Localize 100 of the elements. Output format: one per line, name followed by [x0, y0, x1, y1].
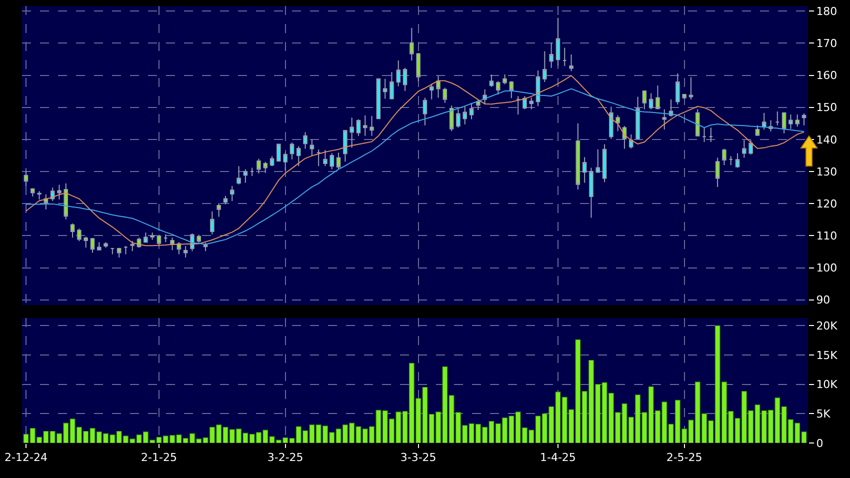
candlestick — [795, 114, 800, 128]
candlestick — [276, 143, 281, 162]
candlestick — [164, 234, 168, 243]
candlestick — [762, 112, 766, 130]
candlestick — [230, 185, 234, 202]
candlestick — [124, 245, 128, 255]
candlestick — [196, 234, 202, 244]
y-tick-label: 150 — [816, 101, 838, 114]
candlestick — [370, 116, 374, 136]
candlestick — [589, 167, 594, 218]
y-tick-label: 110 — [816, 230, 838, 243]
candlestick — [250, 167, 254, 177]
y-tick-label: 180 — [816, 4, 838, 18]
candlestick — [323, 150, 328, 167]
candlestick — [582, 156, 587, 184]
candlestick — [236, 166, 241, 185]
candlestick — [576, 122, 580, 190]
candlestick — [170, 237, 174, 251]
candlestick — [682, 93, 686, 100]
candlestick — [37, 190, 42, 200]
candlestick — [223, 195, 228, 205]
candlestick — [542, 50, 547, 83]
candlestick — [24, 170, 28, 186]
candlestick — [569, 54, 574, 72]
candlestick — [376, 78, 381, 120]
candlestick — [296, 146, 301, 167]
candlestick — [462, 106, 467, 125]
candlestick — [410, 27, 414, 62]
candlestick — [256, 158, 261, 174]
candlestick — [735, 152, 740, 168]
candlestick — [183, 245, 188, 258]
candlestick — [529, 97, 534, 110]
candlestick — [310, 138, 314, 156]
candlestick — [343, 130, 348, 162]
candlestick — [270, 156, 274, 167]
candlestick — [708, 127, 714, 143]
candlestick — [742, 140, 746, 158]
candlestick — [243, 168, 248, 184]
candlestick — [416, 52, 420, 82]
candlestick — [516, 96, 520, 115]
candlestick — [436, 75, 440, 98]
candlestick — [775, 111, 780, 126]
candlestick — [715, 157, 720, 188]
candlestick — [110, 248, 115, 255]
candlestick — [602, 144, 607, 183]
candlestick — [688, 76, 694, 100]
candlestick — [216, 202, 221, 218]
candlestick — [30, 188, 35, 198]
candlestick — [662, 108, 666, 130]
x-tick-label: 2-1-25 — [141, 451, 177, 464]
candlestick — [130, 240, 135, 252]
candlestick — [396, 60, 400, 87]
candlestick — [303, 132, 308, 150]
candlestick — [648, 92, 654, 110]
candlestick — [116, 247, 122, 258]
candlestick — [536, 70, 540, 107]
candlestick — [90, 237, 95, 254]
candlestick — [363, 114, 368, 136]
candlestick — [616, 114, 620, 132]
candlestick — [283, 152, 288, 172]
candlestick — [104, 242, 108, 248]
candlestick — [502, 74, 507, 85]
candlestick — [702, 127, 706, 143]
x-tick-label: 3-2-25 — [267, 451, 304, 464]
candlestick — [350, 117, 354, 148]
y-tick-label: 15K — [816, 348, 838, 362]
x-tick-label: 1-4-25 — [540, 451, 576, 464]
x-tick-label: 3-3-25 — [400, 451, 436, 464]
candlestick — [609, 106, 614, 140]
y-tick-label: 160 — [816, 69, 838, 82]
candlestick — [290, 142, 294, 160]
candlestick — [144, 232, 148, 244]
candlestick — [263, 161, 268, 174]
candlestick — [628, 134, 634, 149]
candlestick — [442, 87, 448, 104]
y-tick-label: 170 — [816, 37, 838, 50]
candlestick — [156, 234, 162, 246]
candlestick — [476, 98, 480, 110]
candlestick — [748, 140, 753, 156]
candlestick — [522, 96, 527, 110]
candlestick — [728, 156, 733, 166]
candlestick — [382, 78, 388, 100]
candlestick — [449, 104, 454, 132]
y-tick-label: 140 — [816, 133, 838, 146]
y-tick-label: 90 — [816, 294, 830, 307]
candlestick — [676, 72, 680, 105]
candlestick — [422, 97, 428, 126]
candlestick — [596, 148, 600, 174]
candlestick — [150, 232, 154, 240]
candlestick — [210, 210, 214, 235]
y-tick-label: 20K — [816, 319, 838, 332]
candlestick — [755, 124, 760, 136]
candlestick — [496, 80, 500, 96]
candlestick — [722, 148, 726, 166]
candlestick — [316, 148, 321, 167]
candlestick — [562, 47, 567, 66]
candlestick — [390, 72, 394, 100]
candlestick — [70, 223, 75, 238]
candlestick — [330, 152, 334, 170]
candlestick — [97, 242, 102, 251]
